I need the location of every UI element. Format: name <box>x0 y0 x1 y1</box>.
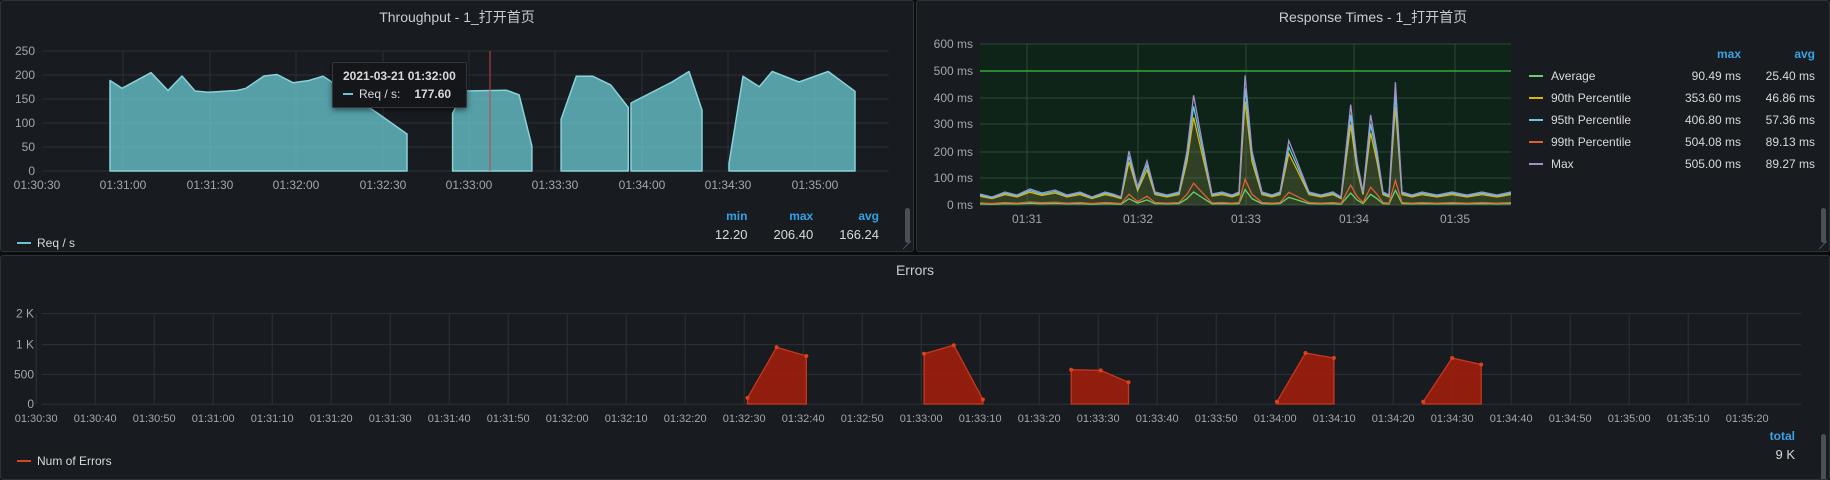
svg-text:01:32:00: 01:32:00 <box>273 178 320 192</box>
svg-text:01:31:00: 01:31:00 <box>100 178 147 192</box>
svg-text:200 ms: 200 ms <box>934 145 973 159</box>
svg-text:500 ms: 500 ms <box>934 64 973 78</box>
svg-text:100: 100 <box>15 116 35 130</box>
svg-text:01:31: 01:31 <box>1012 212 1042 226</box>
svg-text:01:34: 01:34 <box>1339 212 1369 226</box>
svg-text:1 K: 1 K <box>16 338 34 352</box>
svg-text:0 ms: 0 ms <box>947 198 973 212</box>
svg-text:01:32:30: 01:32:30 <box>360 178 407 192</box>
svg-text:400 ms: 400 ms <box>934 91 973 105</box>
svg-text:01:35:00: 01:35:00 <box>792 178 839 192</box>
svg-text:500: 500 <box>14 367 34 381</box>
svg-text:01:35: 01:35 <box>1440 212 1470 226</box>
svg-text:01:32: 01:32 <box>1123 212 1153 226</box>
svg-text:0: 0 <box>28 164 35 178</box>
svg-text:01:33:30: 01:33:30 <box>532 178 579 192</box>
svg-text:2 K: 2 K <box>16 307 34 321</box>
svg-text:50: 50 <box>22 140 36 154</box>
svg-text:01:31:30: 01:31:30 <box>187 178 234 192</box>
svg-text:01:33:00: 01:33:00 <box>446 178 493 192</box>
svg-text:01:34:00: 01:34:00 <box>619 178 666 192</box>
svg-text:600 ms: 600 ms <box>934 37 973 51</box>
svg-text:01:33: 01:33 <box>1231 212 1261 226</box>
svg-text:150: 150 <box>15 92 35 106</box>
svg-text:250: 250 <box>15 44 35 58</box>
svg-text:300 ms: 300 ms <box>934 117 973 131</box>
svg-text:01:30:30: 01:30:30 <box>14 178 61 192</box>
svg-text:0: 0 <box>27 397 34 411</box>
svg-text:01:34:30: 01:34:30 <box>705 178 752 192</box>
svg-text:100 ms: 100 ms <box>934 171 973 185</box>
svg-text:200: 200 <box>15 68 35 82</box>
